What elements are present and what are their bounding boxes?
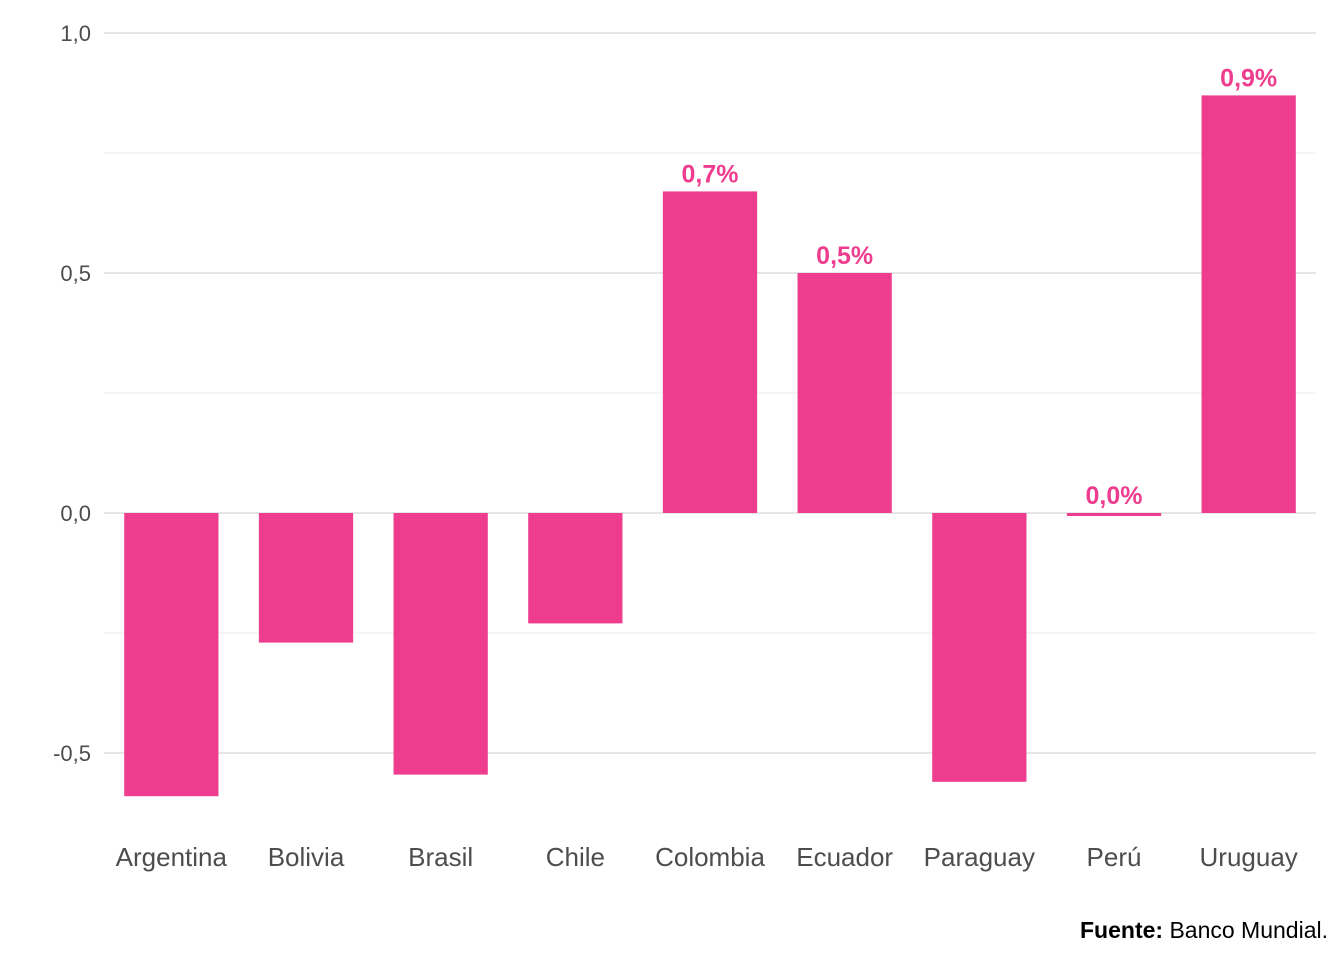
source-note: Fuente: Banco Mundial. <box>1080 917 1328 944</box>
y-tick-label: -0,5 <box>53 741 91 766</box>
bar-perú <box>1066 513 1162 516</box>
x-tick-label: Perú <box>1087 842 1142 872</box>
y-tick-label: 0,5 <box>60 261 91 286</box>
bar-uruguay <box>1201 95 1296 514</box>
bar-argentina <box>124 513 219 797</box>
x-axis: Argentina Bolivia Brasil Chile Colombia Ecuad… <box>116 842 1298 872</box>
data-label: 0,0% <box>1086 482 1143 510</box>
bar-chile <box>528 513 623 624</box>
x-tick-label: Chile <box>546 842 605 872</box>
x-tick-label: Argentina <box>116 842 228 872</box>
bar-ecuador <box>797 273 892 513</box>
x-tick-label: Brasil <box>408 842 473 872</box>
x-tick-label: Ecuador <box>796 842 893 872</box>
x-tick-label: Colombia <box>655 842 765 872</box>
y-tick-label: 1,0 <box>60 21 91 46</box>
bars <box>124 95 1296 797</box>
data-label: 0,7% <box>682 160 739 188</box>
data-labels: 0,7% 0,5% 0,0% 0,9% <box>682 64 1278 510</box>
x-tick-label: Bolivia <box>268 842 345 872</box>
source-label: Fuente: <box>1080 917 1164 943</box>
data-label: 0,5% <box>816 242 873 270</box>
bar-colombia <box>662 191 758 513</box>
y-axis: -0,5 0,0 0,5 1,0 <box>53 21 91 766</box>
bar-brasil <box>393 513 488 775</box>
x-tick-label: Paraguay <box>924 842 1035 872</box>
y-tick-label: 0,0 <box>60 501 91 526</box>
source-text: Banco Mundial. <box>1163 917 1328 943</box>
bar-bolivia <box>258 513 354 643</box>
x-tick-label: Uruguay <box>1200 842 1298 872</box>
data-label: 0,9% <box>1220 64 1277 92</box>
bar-paraguay <box>932 513 1027 782</box>
